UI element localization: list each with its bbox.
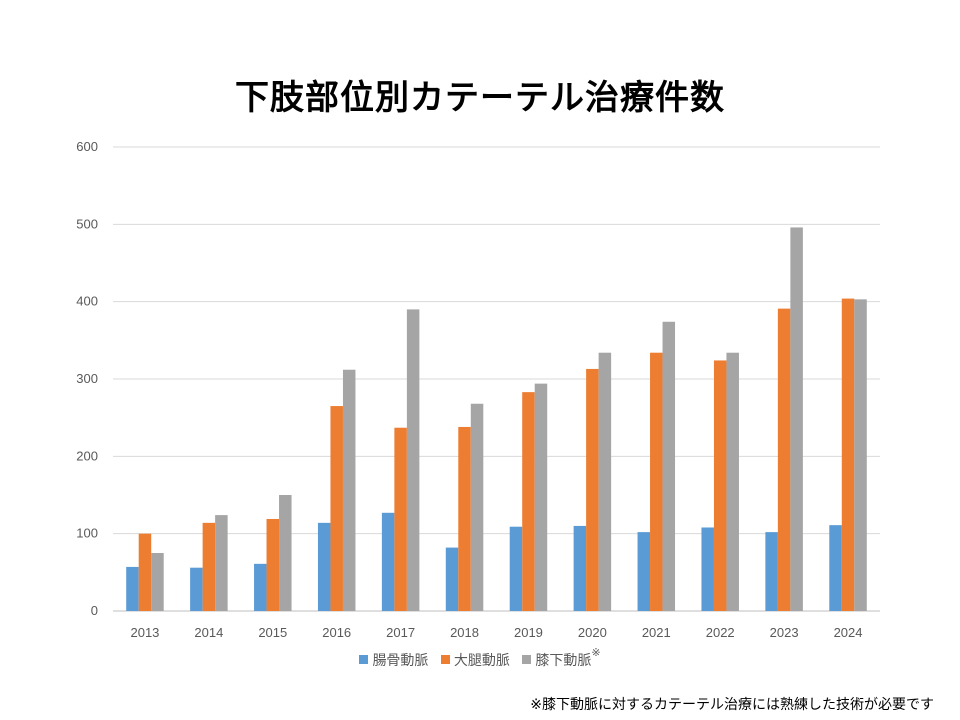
bar — [215, 515, 228, 611]
bars — [126, 227, 867, 611]
bar — [190, 567, 203, 611]
legend-swatch-below-knee — [522, 655, 532, 664]
bar — [342, 369, 356, 611]
legend-swatch-iliac — [359, 655, 369, 664]
y-tick-label: 500 — [76, 216, 98, 231]
bar — [138, 533, 152, 611]
x-tick-label: 2013 — [130, 625, 159, 640]
bar — [151, 553, 164, 611]
x-tick-label: 2021 — [642, 625, 671, 640]
bar — [777, 308, 791, 611]
legend-swatch-femoral — [440, 655, 450, 664]
bar — [279, 495, 292, 611]
x-tick-label: 2020 — [578, 625, 607, 640]
bar — [637, 532, 651, 611]
bar — [406, 309, 420, 611]
y-tick-label: 100 — [76, 526, 98, 541]
x-tick-label: 2015 — [258, 625, 287, 640]
y-tick-label: 0 — [91, 603, 98, 618]
bar — [254, 563, 267, 611]
bar — [458, 426, 471, 611]
bar — [266, 518, 280, 611]
legend-item-femoral: 大腿動脈 — [440, 650, 510, 670]
bar — [522, 392, 535, 611]
y-tick-label: 200 — [76, 448, 98, 463]
bar — [650, 352, 663, 611]
y-tick-label: 400 — [76, 294, 98, 309]
bar — [381, 512, 395, 611]
x-tick-label: 2014 — [194, 625, 223, 640]
bar — [202, 522, 216, 611]
legend-note-mark: ※ — [591, 646, 601, 659]
bar — [790, 227, 803, 611]
legend-label-below-knee: 膝下動脈 — [535, 653, 592, 669]
x-tick-label: 2019 — [514, 625, 543, 640]
x-tick-label: 2022 — [706, 625, 735, 640]
x-tick-label: 2017 — [386, 625, 415, 640]
bar — [841, 298, 855, 611]
bar — [765, 532, 778, 611]
bar — [854, 299, 867, 611]
bar — [330, 406, 343, 611]
bar — [598, 352, 612, 611]
bar — [126, 566, 139, 611]
bar — [662, 321, 676, 611]
y-tick-label: 600 — [76, 139, 98, 154]
legend-label-femoral: 大腿動脈 — [453, 653, 510, 669]
x-tick-label: 2023 — [770, 625, 799, 640]
bar — [470, 403, 484, 611]
bar — [829, 525, 842, 611]
bar — [713, 360, 727, 611]
x-tick-label: 2018 — [450, 625, 479, 640]
x-tick-label: 2016 — [322, 625, 351, 640]
bar — [701, 527, 714, 611]
bar — [317, 522, 331, 611]
legend-item-iliac: 腸骨動脈 — [359, 650, 428, 670]
bar — [573, 525, 587, 611]
bar — [726, 352, 739, 611]
bar — [509, 526, 523, 611]
x-tick-label: 2024 — [834, 625, 863, 640]
y-axis-ticks: 0 100 200 300 400 500 600 — [76, 139, 98, 618]
legend-item-below-knee: 膝下動脈 ※ — [522, 646, 601, 670]
bar — [586, 368, 599, 611]
footnote: ※膝下動脈に対するカテーテル治療には熟練した技術が必要です — [530, 697, 934, 713]
bar — [534, 383, 548, 611]
chart-title: 下肢部位別カテーテル治療件数 — [235, 78, 725, 118]
legend: 腸骨動脈 大腿動脈 膝下動脈 ※ — [0, 646, 960, 670]
legend-label-iliac: 腸骨動脈 — [372, 653, 429, 669]
bar — [394, 427, 407, 611]
gridlines — [113, 146, 880, 612]
bar — [445, 547, 459, 611]
y-tick-label: 300 — [76, 371, 98, 386]
x-axis-ticks: 2013 2014 2015 2016 2017 2018 2019 2020 2021 2022… — [130, 625, 862, 640]
